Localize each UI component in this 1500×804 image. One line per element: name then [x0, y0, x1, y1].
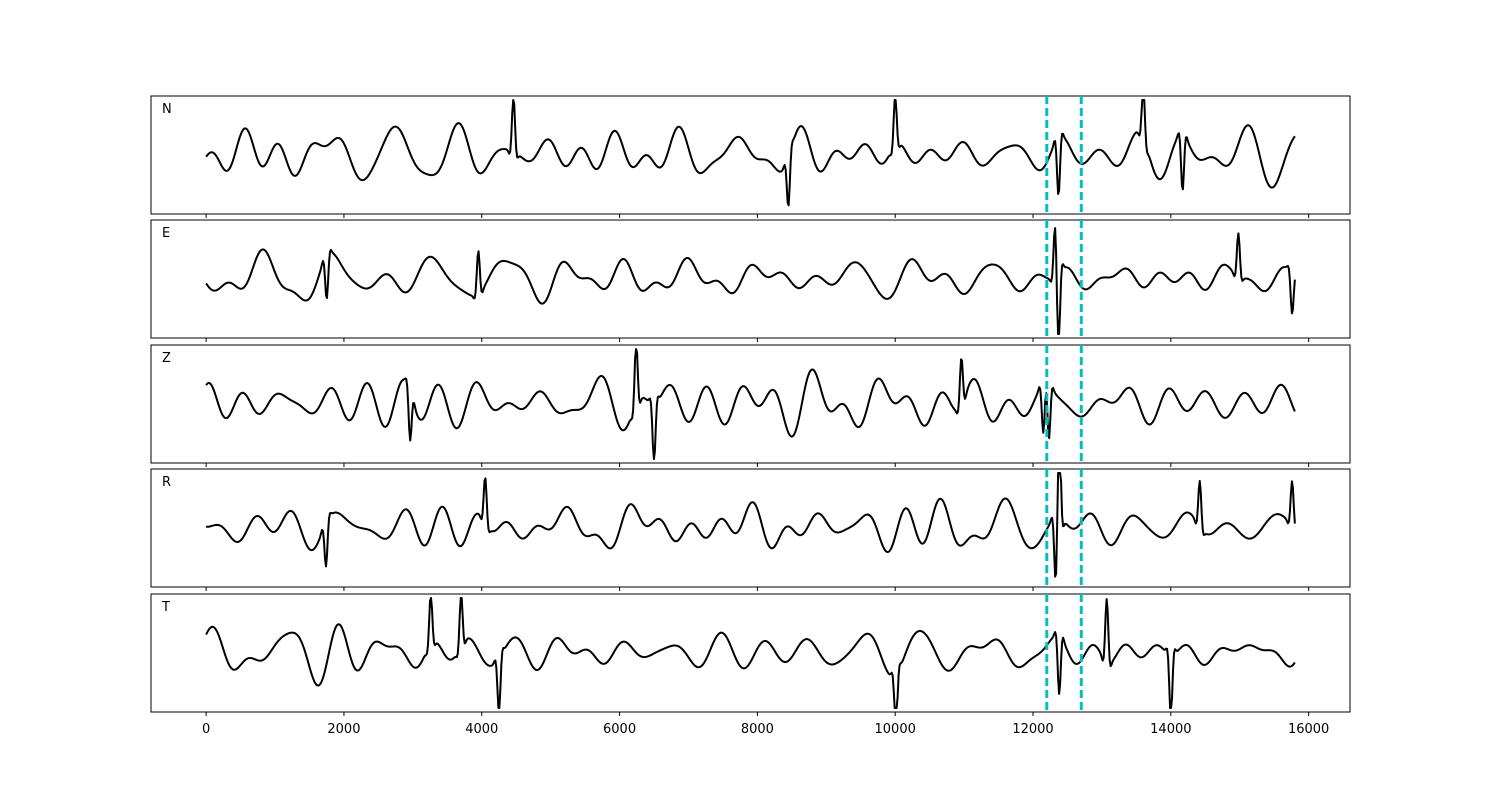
panel-label: Z — [162, 351, 171, 366]
x-tick-label: 6000 — [603, 722, 636, 737]
panel-r: R — [150, 468, 1351, 591]
waveform-trace — [205, 597, 1296, 709]
x-tick-label: 14000 — [1150, 722, 1191, 737]
panel-label: N — [162, 102, 172, 117]
x-tick-label: 10000 — [875, 722, 916, 737]
panel-frame — [150, 593, 1351, 713]
panel-label: E — [162, 226, 170, 241]
panel-frame — [150, 95, 1351, 215]
panel-t: T — [150, 593, 1351, 716]
waveform-trace — [205, 227, 1296, 335]
x-tick-label: 16000 — [1288, 722, 1329, 737]
x-tick-label: 12000 — [1012, 722, 1053, 737]
panel-n: N — [150, 95, 1351, 218]
panel-frame — [150, 344, 1351, 464]
x-tick-label: 8000 — [741, 722, 774, 737]
x-tick-label: 0 — [202, 722, 210, 737]
panel-z: Z — [150, 344, 1351, 467]
waveform-trace — [205, 348, 1296, 460]
x-tick-label: 4000 — [465, 722, 498, 737]
panel-frame — [150, 468, 1351, 588]
x-tick-label: 2000 — [327, 722, 360, 737]
panel-label: T — [161, 600, 170, 615]
panel-label: R — [162, 475, 171, 490]
waveform-trace — [206, 472, 1296, 578]
waveform-trace — [205, 99, 1296, 207]
panel-e: E — [150, 219, 1351, 342]
